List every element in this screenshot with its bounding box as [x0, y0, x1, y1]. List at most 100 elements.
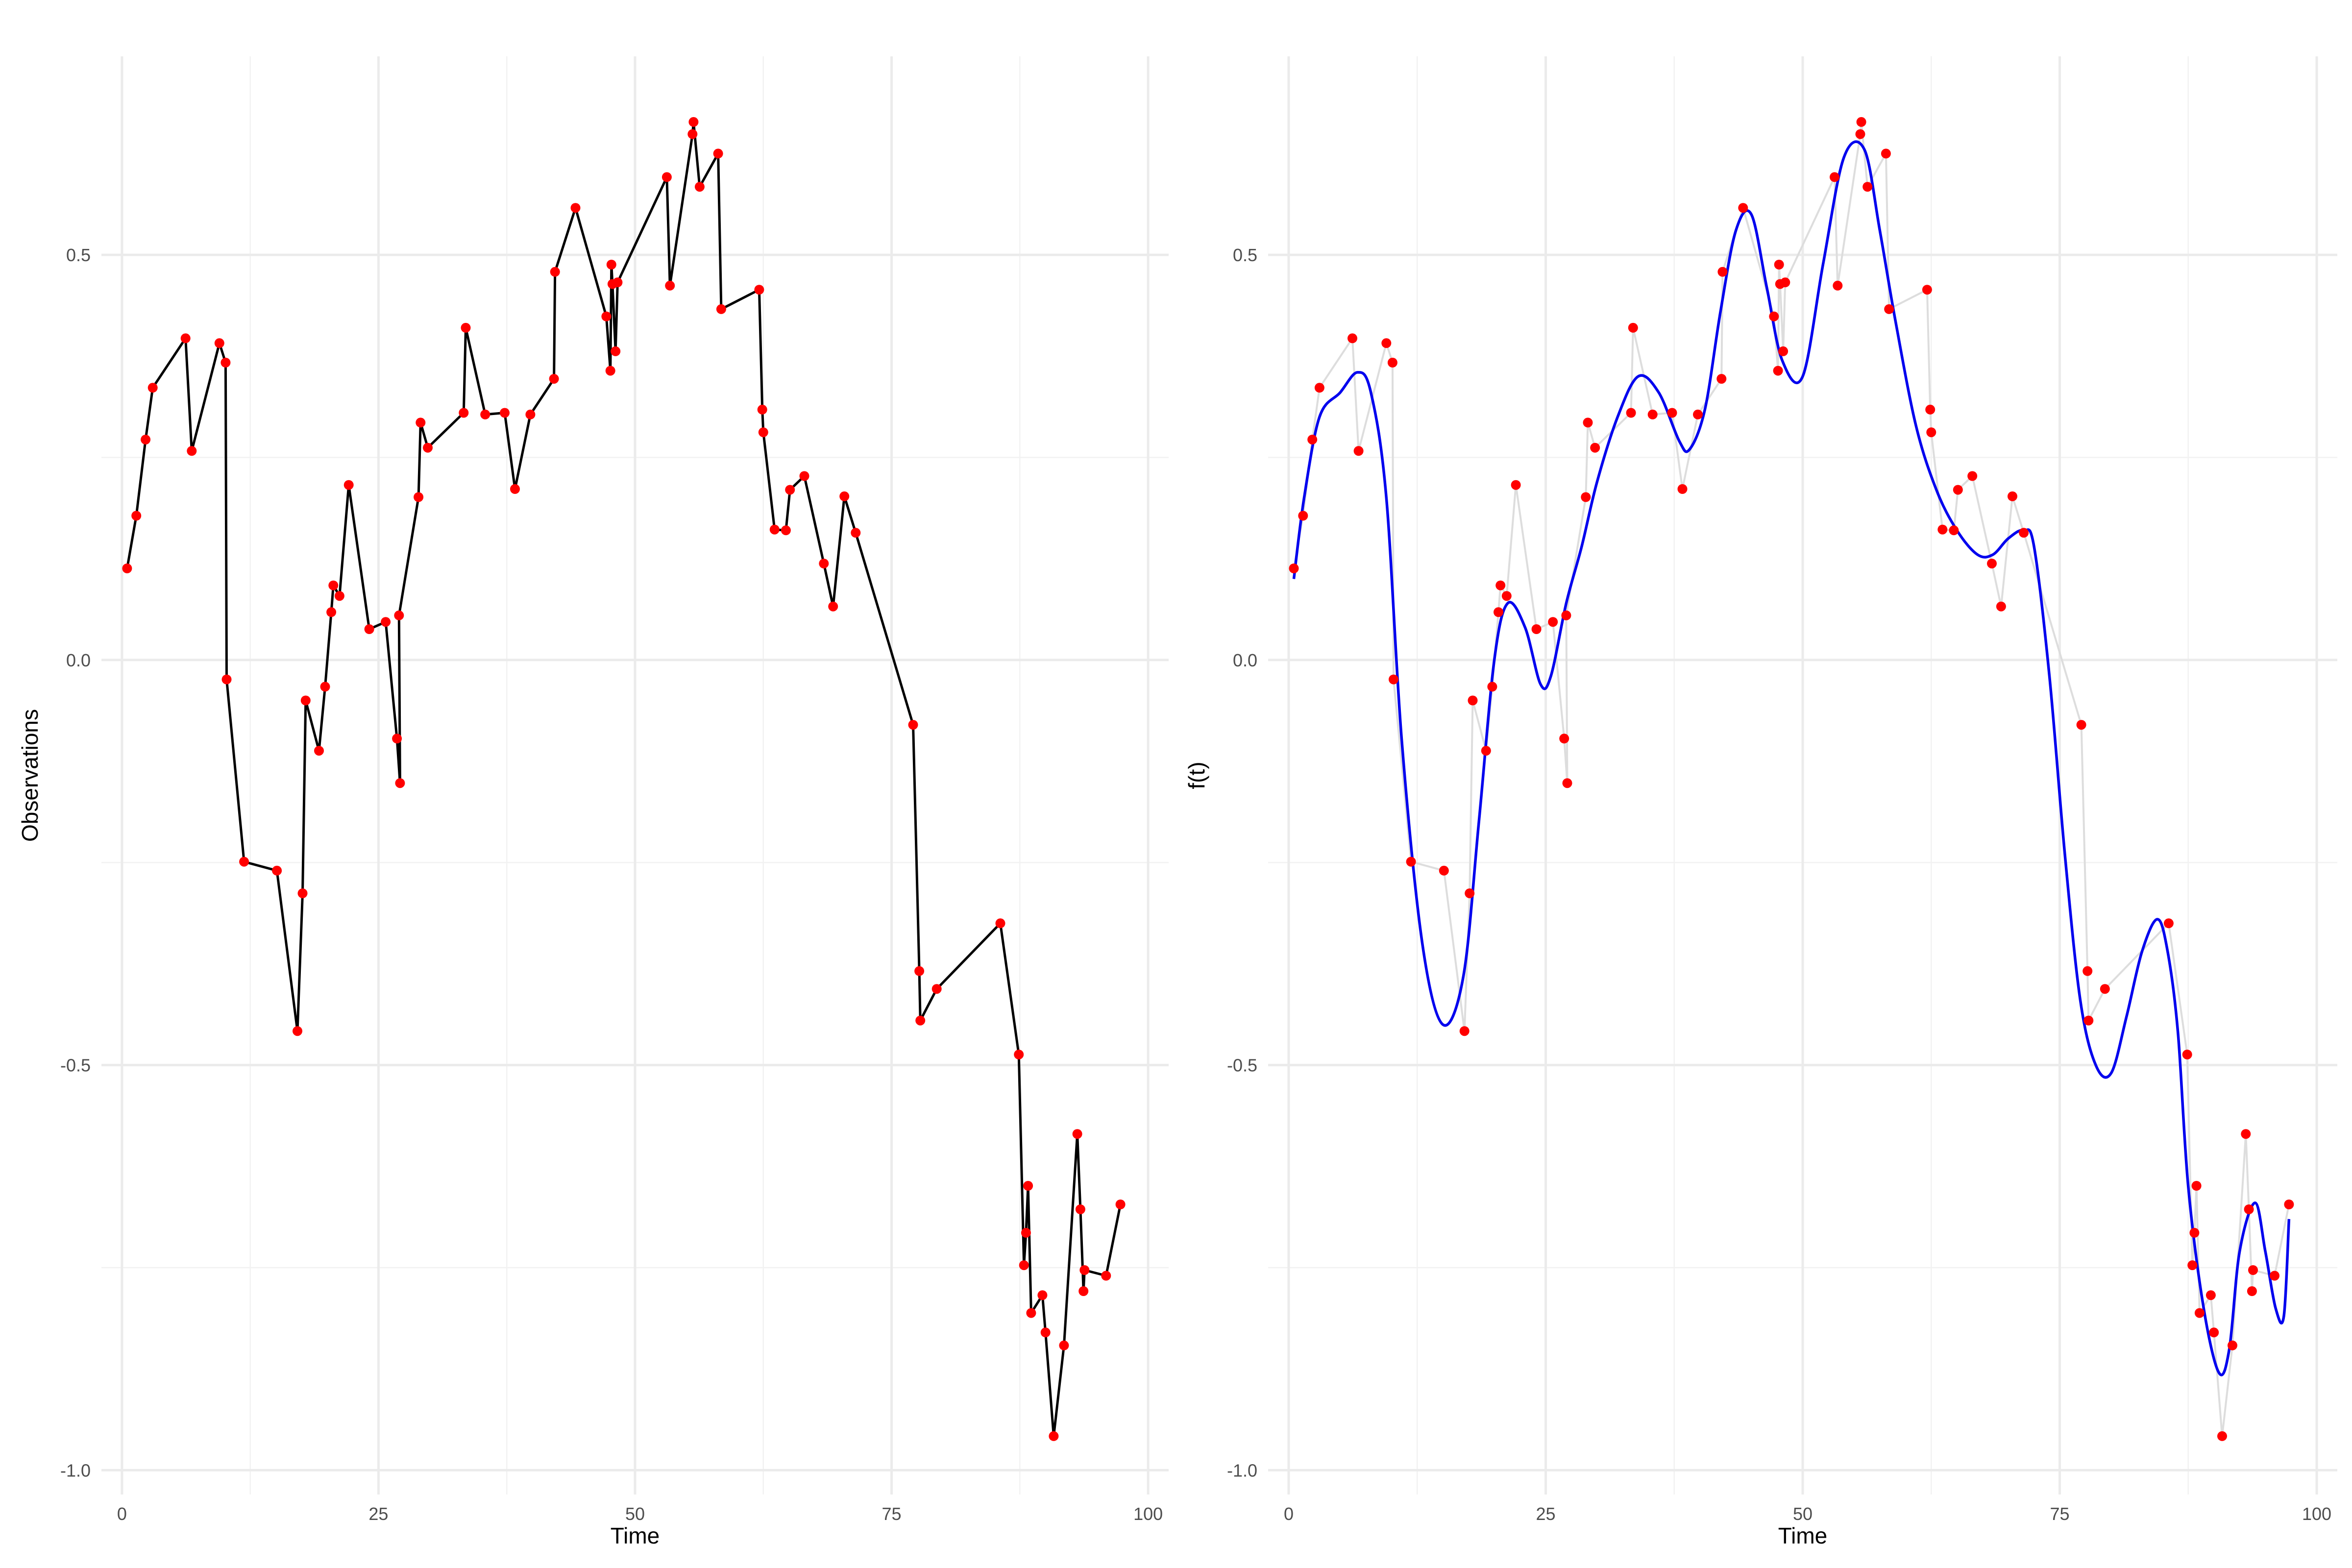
observation-point [1926, 427, 1936, 438]
observation-point [414, 492, 424, 502]
observation-point [2163, 918, 2174, 929]
observation-point [2194, 1308, 2205, 1318]
observation-point [1353, 446, 1364, 456]
right-panel-y-axis-title: f(t) [1184, 761, 1209, 789]
observation-point [1040, 1327, 1051, 1338]
observation-point [1590, 442, 1600, 453]
observation-point [1778, 346, 1788, 356]
observation-point [187, 446, 197, 456]
right-panel-x-tick-label: 75 [2050, 1504, 2069, 1524]
observation-point [914, 966, 925, 976]
right-panel: -1.0 -0.5 0.0 0.5 0 25 50 75 100 Time f(t) [1184, 56, 2337, 1548]
observation-point [665, 280, 675, 291]
observation-point [713, 148, 723, 159]
observation-point [180, 333, 191, 343]
observation-point [611, 346, 621, 356]
left-panel-y-tick-label: -0.5 [60, 1055, 91, 1076]
observation-point [1855, 129, 1865, 139]
left-panel-x-tick-label: 75 [882, 1504, 902, 1524]
observation-point [326, 607, 337, 617]
observation-point [510, 484, 520, 494]
observation-point [1115, 1200, 1126, 1209]
observation-point [220, 358, 231, 368]
observation-point [2100, 984, 2110, 994]
observation-point [1717, 267, 1728, 277]
observation-point [550, 267, 560, 277]
observation-point [1773, 366, 1783, 376]
observation-point [1298, 511, 1308, 521]
observation-point [147, 383, 158, 393]
observation-point [549, 374, 559, 384]
observation-point [1501, 591, 1512, 601]
observation-point [300, 695, 311, 706]
right-panel-x-tick-label: 100 [2302, 1504, 2331, 1524]
observation-point [334, 591, 344, 601]
observation-point [1023, 1181, 1033, 1191]
left-panel-x-tick-label: 25 [368, 1504, 388, 1524]
observation-point [1495, 580, 1506, 590]
right-panel-y-tick-label: -1.0 [1227, 1460, 1257, 1480]
observation-point [141, 435, 151, 445]
observation-point [1583, 417, 1593, 428]
observation-point [314, 746, 324, 756]
observation-point [606, 260, 616, 270]
right-panel-x-tick-label: 50 [1793, 1504, 1813, 1524]
observation-point [1531, 624, 1542, 634]
observation-point [2019, 528, 2029, 538]
observation-point [320, 682, 330, 692]
left-panel-y-tick-label: 0.5 [66, 245, 91, 265]
right-panel-x-tick-label: 25 [1536, 1504, 1555, 1524]
observation-point [1078, 1286, 1089, 1296]
observation-point [1014, 1050, 1024, 1060]
observation-point [1511, 480, 1521, 490]
observation-point [1780, 277, 1790, 288]
observation-point [1881, 148, 1891, 159]
observation-point [480, 409, 490, 419]
observation-point [1925, 404, 1936, 415]
observation-point [394, 610, 404, 620]
left-panel-y-tick-labels: -1.0 -0.5 0.0 0.5 [60, 245, 91, 1480]
observation-point [915, 1015, 926, 1026]
observation-point [2209, 1327, 2219, 1338]
observation-point [1953, 485, 1963, 495]
observation-point [1937, 524, 1948, 535]
observation-point [1075, 1204, 1085, 1214]
observation-point [1561, 610, 1571, 620]
left-panel-y-tick-label: -1.0 [60, 1460, 91, 1480]
observation-point [2248, 1265, 2258, 1275]
observation-point [716, 304, 726, 314]
observation-point [1381, 338, 1392, 348]
observation-point [122, 564, 132, 573]
observation-point [1406, 857, 1416, 867]
observation-point [781, 525, 791, 536]
observation-point [395, 778, 405, 788]
observation-point [1387, 358, 1397, 368]
right-panel-y-tick-label: 0.0 [1233, 650, 1257, 670]
fitted-curve [1292, 140, 2291, 1376]
observation-point [1862, 182, 1873, 192]
observation-point [688, 117, 699, 127]
observation-point [1314, 383, 1324, 393]
observation-point [1996, 601, 2006, 612]
observation-point [343, 480, 354, 490]
observation-point [819, 559, 829, 569]
left-panel-x-axis-title: Time [611, 1523, 660, 1548]
observation-point [1833, 280, 1843, 291]
left-panel-y-tick-label: 0.0 [66, 650, 91, 670]
left-panel-grid [101, 56, 1169, 1494]
observation-point [2191, 1181, 2202, 1191]
left-panel-x-tick-label: 50 [625, 1504, 645, 1524]
observation-point [1628, 322, 1638, 333]
observation-point [2241, 1129, 2251, 1139]
left-panel-y-axis-title: Observations [17, 709, 43, 842]
right-panel-points [1289, 117, 2294, 1441]
observation-point [1693, 409, 1703, 419]
left-panel: -1.0 -0.5 0.0 0.5 0 25 50 75 100 Time Observati… [17, 56, 1169, 1548]
observation-point [2187, 1260, 2198, 1271]
observation-point [694, 182, 705, 192]
observation-point [931, 984, 942, 994]
right-panel-y-tick-labels: -1.0 -0.5 0.0 0.5 [1227, 245, 1257, 1480]
observation-point [131, 511, 142, 521]
observation-point [1884, 304, 1894, 314]
